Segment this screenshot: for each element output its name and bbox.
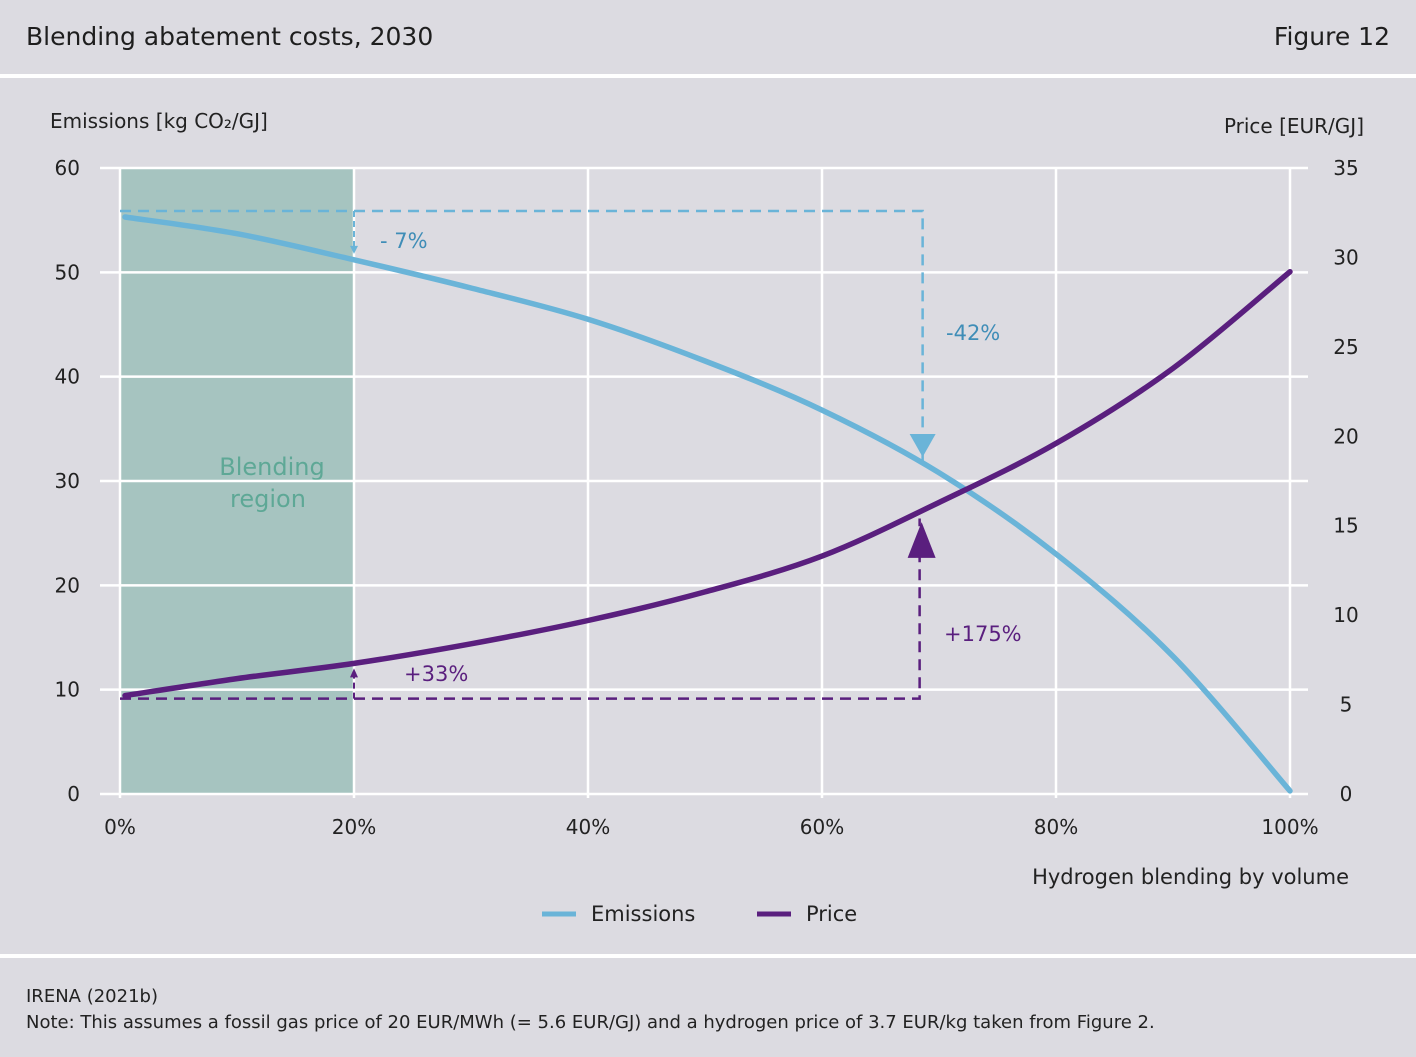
y-left-tick-label: 20	[55, 573, 80, 597]
x-tick-label: 60%	[800, 815, 844, 839]
y-left-tick-label: 60	[55, 156, 80, 180]
figure-footer: IRENA (2021b) Note: This assumes a fossi…	[0, 954, 1416, 1057]
y-left-tick-label: 10	[55, 678, 80, 702]
blending-region-label-line1: Blending	[219, 453, 324, 481]
y-left-tick-label: 40	[55, 365, 80, 389]
price-20pct-arrowhead	[350, 668, 358, 678]
y-right-tick-label: 20	[1333, 424, 1358, 448]
x-tick-label: 0%	[104, 815, 136, 839]
series-lines	[122, 214, 1293, 794]
grid	[100, 166, 1308, 798]
y-right-tick-label: 25	[1333, 335, 1358, 359]
chart-title: Blending abatement costs, 2030	[26, 22, 434, 51]
annotation-minus-42pct: -42%	[946, 321, 1000, 345]
y-right-tick-label: 30	[1333, 245, 1358, 269]
annotation-plus-175pct: +175%	[944, 622, 1022, 646]
emissions-reference-dashed-line	[120, 209, 924, 466]
y-right-tick-label: 15	[1333, 514, 1358, 538]
legend-price-label: Price	[806, 902, 857, 926]
y-right-tick-label: 5	[1340, 693, 1353, 717]
annotation-minus-7pct: - 7%	[380, 229, 428, 253]
y-left-tick-label: 30	[55, 469, 80, 493]
y-right-tick-label: 35	[1333, 156, 1358, 180]
legend: Emissions Price	[542, 902, 857, 926]
y-right-axis-title: Price [EUR/GJ]	[1224, 114, 1364, 138]
y-left-axis-title: Emissions [kg CO₂/GJ]	[50, 109, 268, 133]
emissions-20pct-arrowhead	[350, 245, 358, 254]
x-axis-title: Hydrogen blending by volume	[1032, 865, 1349, 889]
y-right-tick-label: 0	[1340, 782, 1353, 806]
figure-label: Figure 12	[1273, 22, 1390, 51]
x-tick-label: 100%	[1261, 815, 1318, 839]
legend-emissions-label: Emissions	[591, 902, 695, 926]
emissions-42pct-arrowhead	[909, 434, 936, 458]
chart: Blending region - 7% -42% +33% +175% 0 10 20 30…	[50, 109, 1364, 926]
annotation-plus-33pct: +33%	[404, 662, 468, 686]
y-left-tick-label: 0	[67, 782, 80, 806]
x-tick-label: 20%	[332, 815, 376, 839]
annotations: - 7% -42% +33% +175%	[120, 209, 1022, 700]
x-tick-label: 40%	[566, 815, 610, 839]
blending-region-label-line2: region	[230, 485, 306, 513]
note-text: Note: This assumes a fossil gas price of…	[26, 1012, 1155, 1033]
figure-header: Blending abatement costs, 2030 Figure 12	[0, 0, 1416, 78]
price-reference-dashed-line	[120, 518, 921, 700]
emissions-line	[122, 214, 1293, 794]
price-line	[122, 268, 1293, 699]
y-left-tick-label: 50	[55, 260, 80, 284]
y-right-tick-label: 10	[1333, 603, 1358, 627]
x-tick-label: 80%	[1034, 815, 1078, 839]
source-text: IRENA (2021b)	[26, 986, 158, 1007]
price-175pct-arrowhead	[907, 522, 936, 558]
axis-labels: 0 10 20 30 40 50 60 0 5 10 15 20 25 30 35 0% 20% 40% 60% 80…	[50, 109, 1364, 889]
